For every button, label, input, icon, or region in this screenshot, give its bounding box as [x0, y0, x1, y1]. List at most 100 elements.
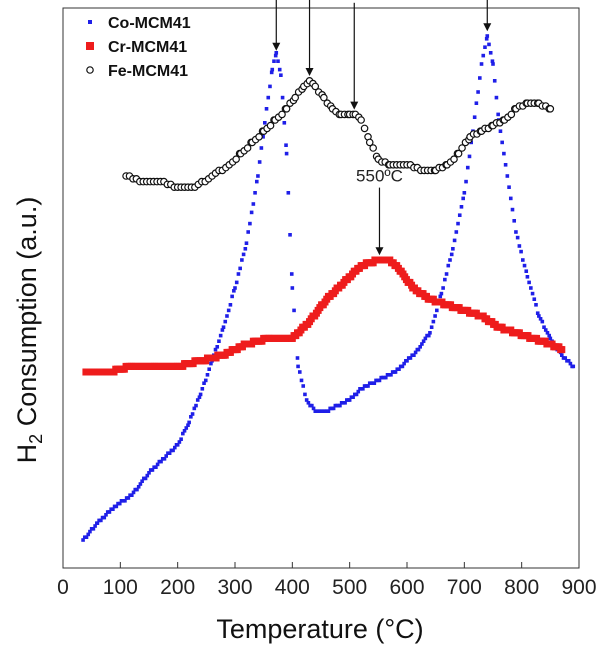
data-point: [273, 53, 278, 58]
data-point: [483, 45, 487, 49]
data-point: [277, 67, 282, 72]
data-point: [190, 412, 195, 416]
x-tick-label: 800: [504, 576, 539, 599]
data-point: [282, 121, 287, 125]
data-point: [450, 155, 458, 164]
data-point: [209, 361, 213, 366]
data-point: [259, 146, 264, 150]
data-point: [428, 331, 432, 335]
data-point: [233, 286, 237, 290]
data-point: [420, 342, 424, 346]
data-point: [505, 174, 510, 178]
data-point: [291, 93, 300, 102]
data-point: [485, 34, 490, 38]
data-point: [514, 230, 518, 234]
data-point: [507, 185, 511, 189]
data-point: [545, 331, 550, 335]
data-point: [356, 389, 361, 394]
x-tick-label: 300: [217, 576, 252, 599]
data-point: [226, 308, 231, 313]
data-point: [566, 359, 571, 363]
data-point: [182, 429, 187, 433]
data-point: [280, 95, 285, 100]
data-point: [496, 112, 500, 117]
data-point: [433, 314, 437, 318]
data-point: [269, 70, 274, 75]
data-point: [525, 275, 530, 279]
data-point: [306, 401, 311, 405]
data-point: [289, 272, 294, 276]
data-point: [449, 252, 454, 257]
data-point: [217, 339, 221, 343]
data-point: [542, 325, 546, 329]
data-point: [421, 339, 426, 343]
data-point: [274, 51, 279, 55]
data-point: [244, 241, 249, 245]
data-point: [186, 423, 190, 427]
annotation-550ºC: 550ºC: [356, 167, 403, 256]
series-fe-mcm41: [122, 77, 555, 192]
data-point: [255, 133, 263, 141]
data-point: [488, 51, 493, 55]
data-point: [162, 457, 167, 461]
data-point: [448, 258, 452, 262]
legend-marker: [88, 20, 92, 24]
data-point: [295, 356, 300, 360]
data-point: [181, 431, 185, 436]
data-point: [198, 392, 203, 397]
data-point: [171, 448, 175, 453]
data-point: [140, 479, 144, 483]
data-point: [338, 403, 342, 408]
annotation-arrow-head: [483, 23, 492, 32]
data-point: [288, 233, 292, 237]
data-point: [236, 272, 241, 276]
plot-frame: [62, 7, 580, 569]
data-point: [530, 291, 535, 296]
data-point: [284, 143, 288, 147]
data-point: [251, 202, 256, 206]
data-point: [126, 496, 131, 500]
data-point: [81, 538, 85, 542]
data-point: [320, 93, 328, 102]
data-point: [418, 345, 422, 349]
data-point: [131, 490, 136, 495]
data-point: [225, 314, 229, 318]
data-point: [393, 370, 398, 374]
data-point: [177, 440, 182, 444]
data-point: [223, 319, 228, 324]
data-point: [459, 205, 464, 209]
data-point: [147, 471, 151, 475]
data-point: [534, 303, 538, 307]
data-point: [246, 230, 250, 234]
data-point: [99, 518, 103, 523]
annotation-425ºC: 425ºC: [305, 0, 314, 76]
data-point: [503, 163, 508, 167]
data-point: [213, 347, 218, 352]
x-axis-title: Temperature (°C): [216, 614, 423, 644]
annotation-500ºC: 500ºC: [331, 0, 378, 110]
data-point: [372, 381, 377, 385]
data-point: [93, 524, 97, 528]
data-point: [290, 286, 295, 290]
annotation-arrow-head: [375, 247, 384, 256]
data-point: [481, 53, 486, 58]
data-point: [228, 303, 233, 307]
data-point: [400, 364, 405, 369]
data-point: [200, 387, 205, 391]
data-point: [467, 154, 472, 159]
data-point: [441, 286, 445, 290]
data-point: [500, 140, 504, 145]
data-point: [150, 468, 155, 472]
data-point: [104, 513, 108, 517]
data-point: [138, 482, 143, 486]
data-point: [264, 107, 269, 111]
data-point: [192, 406, 197, 411]
data-point: [154, 465, 158, 469]
data-point: [524, 269, 529, 273]
data-point: [117, 501, 122, 506]
annotation-arrow-head: [350, 101, 359, 110]
data-point: [435, 308, 439, 313]
legend-marker: [86, 66, 94, 74]
data-point: [135, 487, 139, 492]
data-point: [91, 527, 96, 531]
